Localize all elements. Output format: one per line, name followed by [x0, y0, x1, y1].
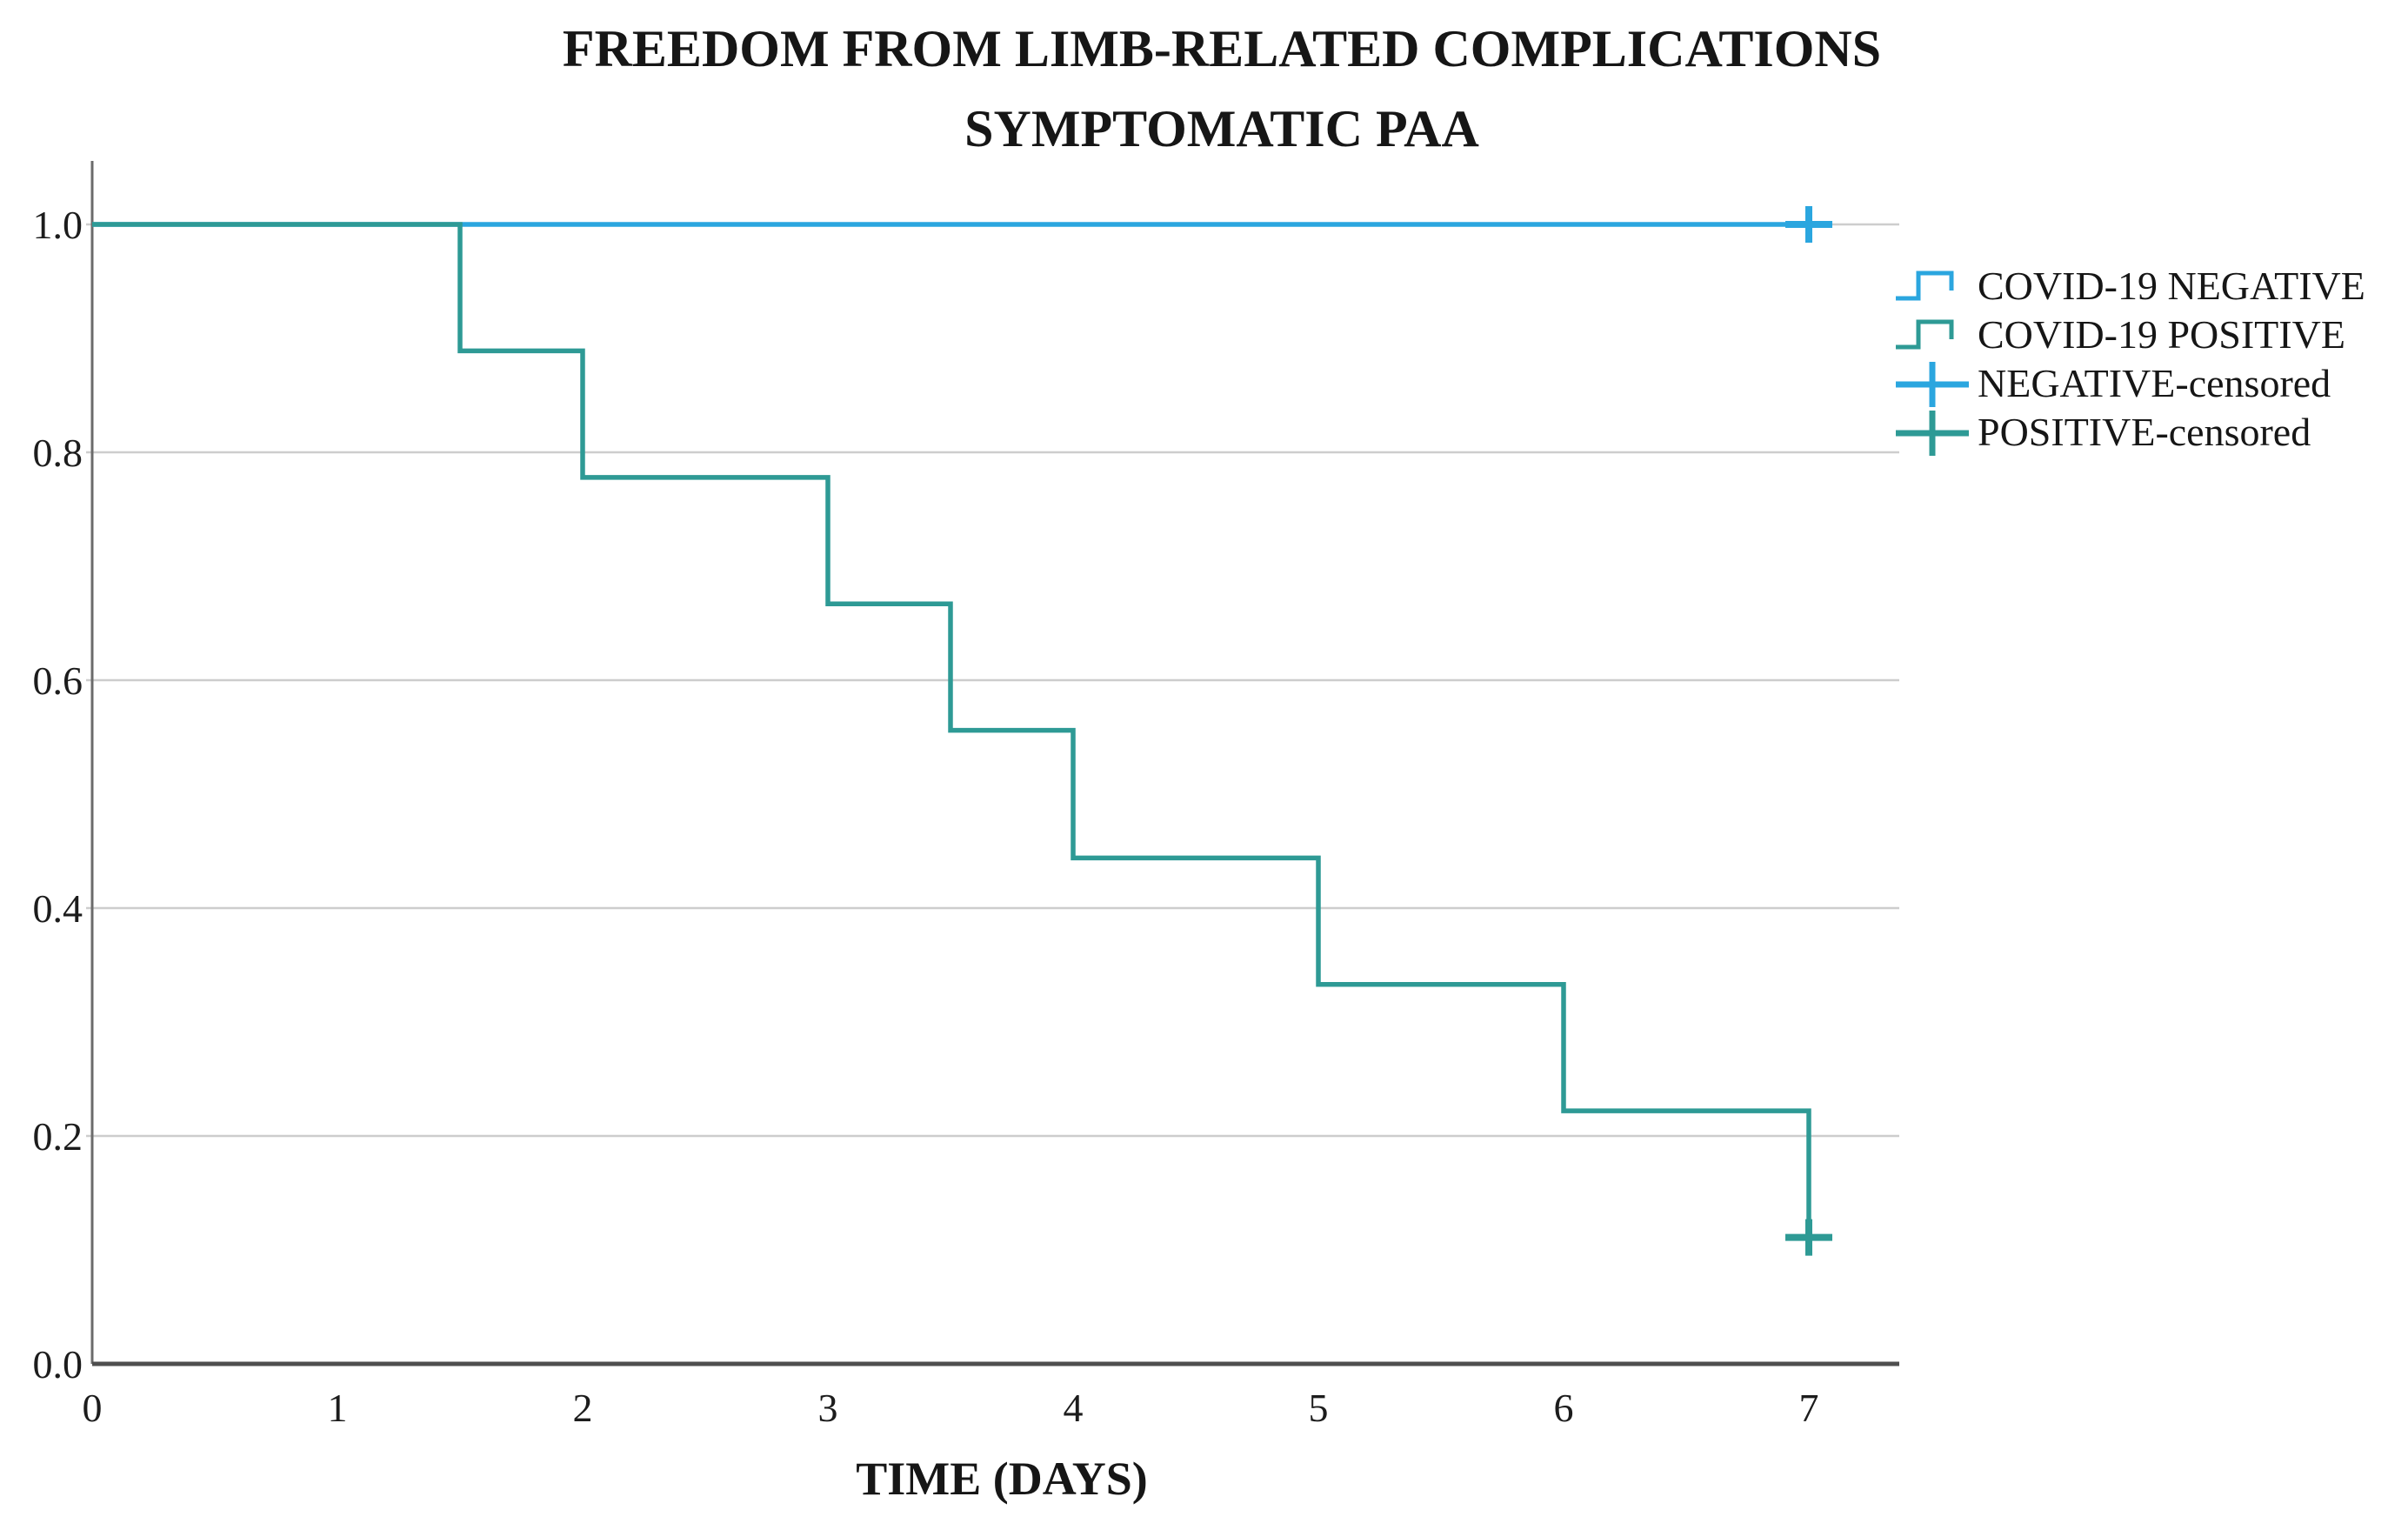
y-tick-label: 1.0 — [33, 203, 83, 247]
legend-symbol-step-line — [1896, 271, 1954, 301]
y-axis-tick-labels: 0.0 0.2 0.4 0.6 0.8 1.0 — [33, 203, 83, 1386]
legend-symbol-step-line — [1896, 319, 1954, 350]
x-tick-label: 2 — [573, 1386, 593, 1430]
x-tick-label: 7 — [1799, 1386, 1819, 1430]
x-tick-label: 0 — [83, 1386, 103, 1430]
x-tick-label: 3 — [818, 1386, 838, 1430]
chart-title: FREEDOM FROM LIMB-RELATED COMPLICATIONS — [563, 20, 1881, 77]
y-tick-label: 0.0 — [33, 1342, 83, 1386]
x-axis-title: TIME (DAYS) — [856, 1453, 1148, 1505]
survival-curves — [92, 206, 1832, 1256]
x-axis-tick-labels: 0 1 2 3 4 5 6 7 — [83, 1386, 1819, 1430]
x-tick-label: 1 — [328, 1386, 348, 1430]
legend-label: NEGATIVE-censored — [1978, 361, 2331, 405]
legend-label: COVID-19 NEGATIVE — [1978, 264, 2365, 308]
y-tick-label: 0.4 — [33, 886, 83, 931]
y-tick-label: 0.2 — [33, 1114, 83, 1159]
y-tick-label: 0.8 — [33, 431, 83, 475]
y-tick-label: 0.6 — [33, 658, 83, 703]
legend-label: COVID-19 POSITIVE — [1978, 312, 2345, 357]
legend-label: POSITIVE-censored — [1978, 410, 2311, 454]
x-tick-label: 4 — [1064, 1386, 1084, 1430]
gridlines — [86, 223, 1899, 1138]
chart-subtitle: SYMPTOMATIC PAA — [964, 100, 1479, 157]
x-tick-label: 6 — [1554, 1386, 1574, 1430]
x-tick-label: 5 — [1309, 1386, 1329, 1430]
axes — [90, 161, 1899, 1366]
survival-curve — [92, 222, 1811, 1238]
